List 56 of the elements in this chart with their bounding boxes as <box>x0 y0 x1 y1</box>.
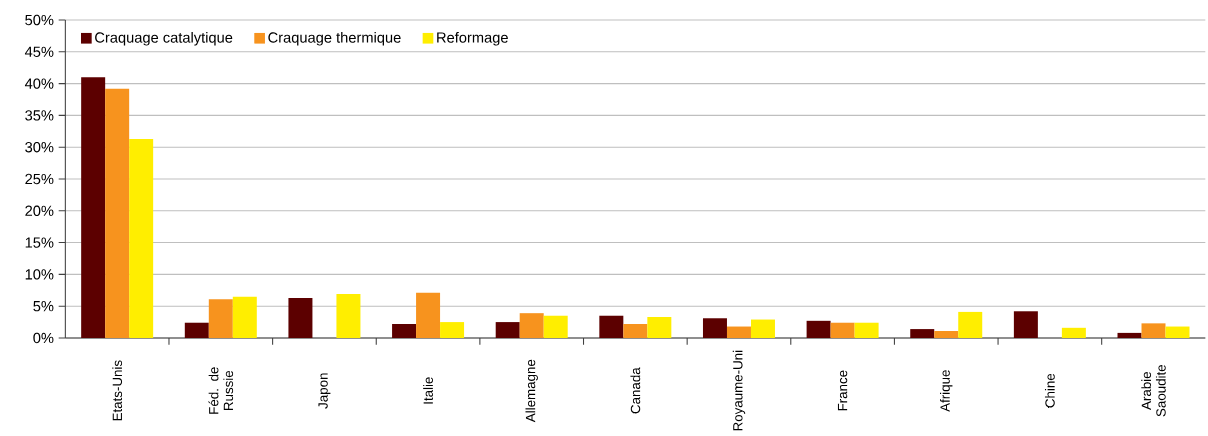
bar <box>440 321 465 338</box>
x-tick-label: Etats-Unis <box>112 360 123 421</box>
bar <box>288 297 313 338</box>
x-tick-label: Chine <box>1044 373 1055 408</box>
bar <box>208 298 233 338</box>
bar <box>1013 311 1038 338</box>
bar <box>726 326 751 338</box>
bar <box>806 320 831 338</box>
y-tick-label: 5% <box>33 300 54 312</box>
bar <box>519 312 544 338</box>
bar <box>105 88 130 338</box>
bar <box>958 311 983 338</box>
bar <box>416 292 441 338</box>
y-tick-label: 10% <box>25 268 54 280</box>
y-tick-label: 40% <box>24 78 54 89</box>
y-tick-label: 30% <box>25 141 54 153</box>
bar <box>1061 327 1086 338</box>
legend-label: Reformage <box>437 31 508 46</box>
bar <box>495 321 520 338</box>
y-tick-label: 20% <box>25 205 54 216</box>
bar <box>1165 326 1190 338</box>
bar <box>336 293 361 338</box>
bar <box>854 322 879 338</box>
legend-label: Craquage thermique <box>268 31 401 46</box>
x-tick-label: France <box>837 370 848 411</box>
x-tick-label: Japon <box>318 373 331 409</box>
bar <box>599 315 624 338</box>
x-tick-label: Canada <box>630 367 641 414</box>
x-tick-label: Arabie Saoudite <box>1141 364 1166 417</box>
bar <box>1117 332 1142 338</box>
bar <box>184 322 209 338</box>
x-tick-label: Italie <box>423 376 433 404</box>
y-tick-label: 25% <box>25 173 54 184</box>
bar <box>934 330 959 338</box>
bar <box>1141 323 1166 338</box>
bar <box>750 319 775 338</box>
y-tick-label: 50% <box>25 14 54 25</box>
y-tick-label: 45% <box>24 46 54 57</box>
bar <box>543 315 568 338</box>
bar <box>647 316 672 338</box>
bar <box>81 77 106 338</box>
bar <box>129 138 154 338</box>
y-tick-label: 15% <box>25 237 54 248</box>
legend-label: Craquage catalytique <box>95 31 233 46</box>
bar <box>232 296 257 338</box>
bar <box>702 318 727 338</box>
y-tick-label: 0% <box>33 332 54 343</box>
x-tick-label: Afrique <box>940 369 953 412</box>
bar <box>830 322 855 338</box>
bar <box>910 328 935 338</box>
y-tick-label: 35% <box>25 109 54 121</box>
bar <box>623 323 648 338</box>
x-tick-label: Féd. de Russie <box>208 366 234 414</box>
bar <box>392 323 417 338</box>
x-tick-label: Royaume-Uni <box>732 350 746 431</box>
x-tick-label: Allemagne <box>525 359 538 422</box>
